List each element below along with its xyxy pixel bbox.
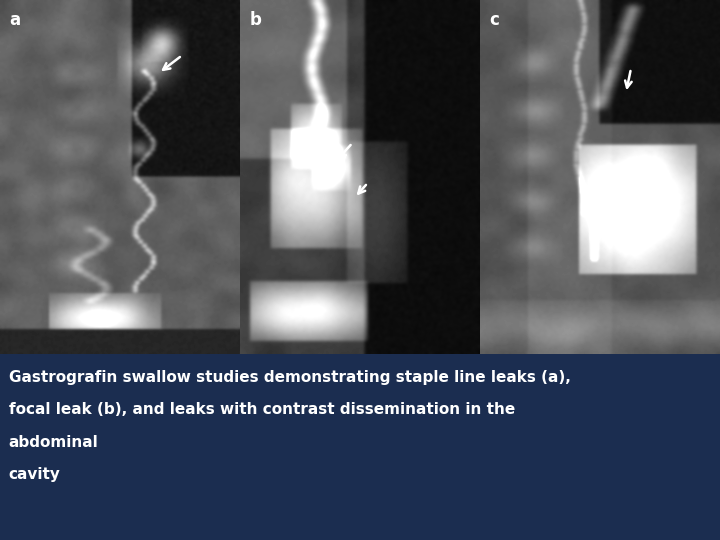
Text: cavity: cavity <box>9 467 60 482</box>
Text: abdominal: abdominal <box>9 435 99 450</box>
Text: b: b <box>249 11 261 29</box>
Text: c: c <box>489 11 499 29</box>
Text: a: a <box>9 11 21 29</box>
Text: Gastrografin swallow studies demonstrating staple line leaks (a),: Gastrografin swallow studies demonstrati… <box>9 370 570 385</box>
Text: focal leak (b), and leaks with contrast dissemination in the: focal leak (b), and leaks with contrast … <box>9 402 515 417</box>
